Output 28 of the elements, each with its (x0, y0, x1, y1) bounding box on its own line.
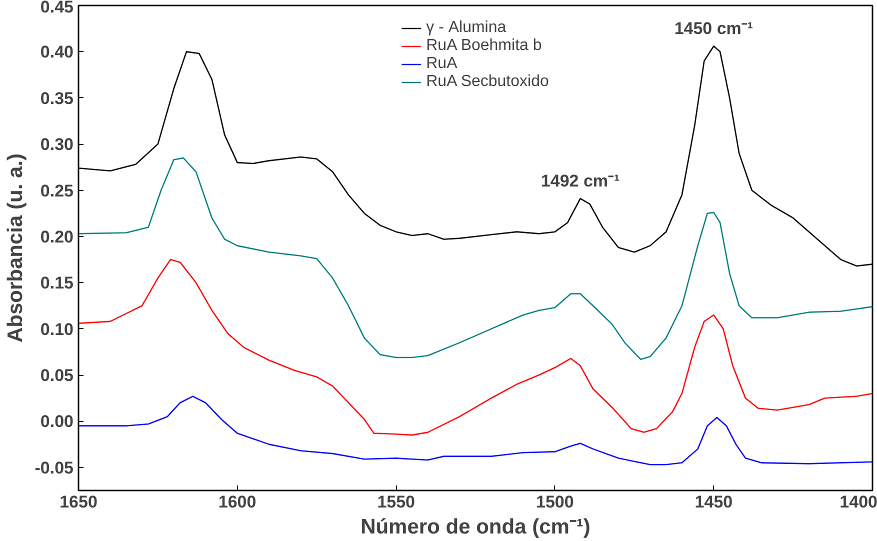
y-tick-label: 0.30 (40, 135, 74, 154)
legend-label: RuA Boehmita b (426, 37, 542, 55)
line-series (78, 258, 872, 436)
line-series (78, 396, 872, 466)
x-tick-label: 1650 (60, 492, 98, 512)
y-axis-title: Absorbancia (u. a.) (4, 153, 27, 343)
legend-label: γ - Alumina (426, 19, 506, 37)
x-axis-title: Número de onda (cm⁻¹) (360, 516, 590, 538)
annotation: 1450 cm⁻¹ (674, 19, 754, 38)
x-tick-label: 1400 (840, 492, 877, 512)
x-tick-label: 1450 (694, 492, 733, 512)
legend-label: RuA (426, 55, 458, 73)
annotation: 1492 cm⁻¹ (540, 172, 620, 191)
y-tick-label: 0.40 (40, 42, 74, 62)
y-tick-label: 0.45 (40, 0, 74, 16)
y-tick-label: -0.05 (34, 458, 74, 478)
y-tick-label: 0.35 (40, 88, 74, 108)
legend-label: RuA Secbutoxido (426, 73, 549, 91)
y-tick-label: 0.00 (40, 412, 74, 432)
y-tick-label: 0.10 (40, 320, 74, 339)
y-tick-label: 0.20 (40, 227, 74, 246)
line-series (78, 157, 872, 360)
y-tick-label: 0.15 (40, 274, 74, 293)
y-tick-label: 0.25 (40, 181, 74, 200)
x-tick-label: 1600 (218, 492, 256, 512)
x-tick-label: 1550 (377, 492, 416, 512)
x-tick-label: 1500 (536, 492, 574, 512)
y-tick-label: 0.05 (40, 366, 74, 386)
